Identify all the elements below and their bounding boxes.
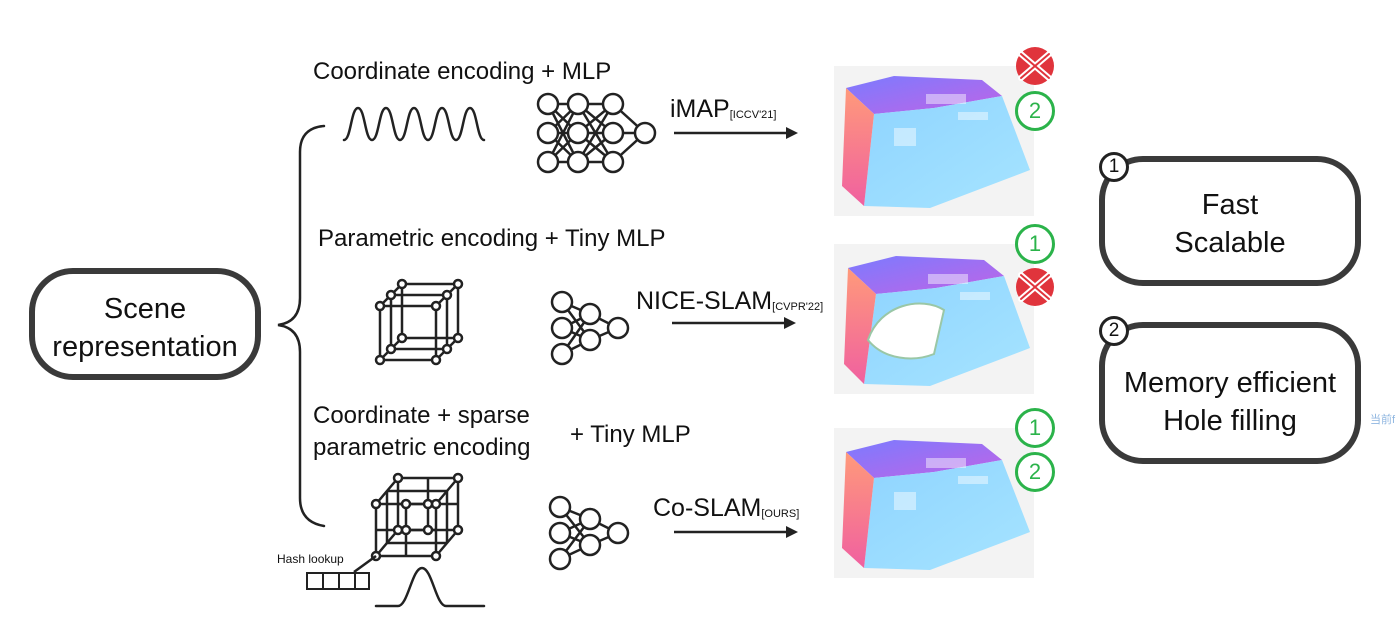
row1-title: Coordinate encoding + MLP [313, 58, 612, 85]
property-line2: Hole filling [1163, 405, 1297, 437]
method-venue: [CVPR'22] [772, 301, 824, 313]
scene-label-line2: representation [52, 331, 238, 363]
hash-lookup-label: Hash lookup [277, 552, 344, 566]
hash-table-icon [306, 572, 370, 590]
arrow-icon [672, 317, 796, 329]
sine-wave-icon [342, 106, 486, 142]
badge-memory-efficient: 2 [1015, 91, 1055, 131]
property-box-fast: Fast Scalable [1099, 156, 1361, 286]
reconstruction-mesh-image [834, 428, 1034, 578]
gaussian-icon [374, 566, 486, 608]
row3-title-line1: Coordinate + sparse [313, 402, 530, 429]
grid-cube-icon [374, 278, 464, 366]
tiny-mlp-icon [550, 290, 630, 366]
property-line1: Fast [1201, 189, 1259, 221]
badge-fast: 1 [1015, 408, 1055, 448]
sparse-grid-cube-icon [353, 472, 464, 574]
property-number-badge: 2 [1099, 316, 1129, 346]
method-name: NICE-SLAM [636, 287, 773, 315]
row3-title-line2: parametric encoding [313, 434, 531, 461]
mlp-network-icon [536, 92, 657, 174]
badge-fast: 1 [1015, 224, 1055, 264]
method-nice-slam: NICE-SLAM[CVPR'22] [636, 287, 823, 316]
arrow-icon [674, 127, 798, 139]
method-venue: [OURS] [761, 508, 800, 520]
curly-brace [277, 124, 326, 528]
cross-icon [1016, 47, 1054, 85]
property-number-badge: 1 [1099, 152, 1129, 182]
row3-title-suffix: + Tiny MLP [570, 421, 691, 448]
property-line2: Scalable [1174, 227, 1286, 259]
arrow-icon [674, 526, 798, 538]
method-venue: [ICCV'21] [729, 109, 777, 121]
reconstruction-mesh-image [834, 244, 1034, 394]
property-line1: Memory efficient [1123, 367, 1337, 399]
method-name: iMAP [670, 95, 730, 123]
method-name: Co-SLAM [653, 494, 762, 522]
badge-memory-efficient: 2 [1015, 452, 1055, 492]
scene-label-line1: Scene [103, 293, 187, 325]
row2-title: Parametric encoding + Tiny MLP [318, 225, 666, 252]
watermark-text: 当前f [1370, 414, 1396, 426]
property-box-memory: Memory efficient Hole filling [1099, 322, 1361, 464]
cross-icon [1016, 268, 1054, 306]
reconstruction-mesh-image [834, 66, 1034, 216]
method-imap: iMAP[ICCV'21] [670, 95, 776, 124]
method-co-slam: Co-SLAM[OURS] [653, 494, 799, 523]
scene-representation-box: Scene representation [29, 268, 261, 380]
tiny-mlp-icon [548, 495, 630, 571]
